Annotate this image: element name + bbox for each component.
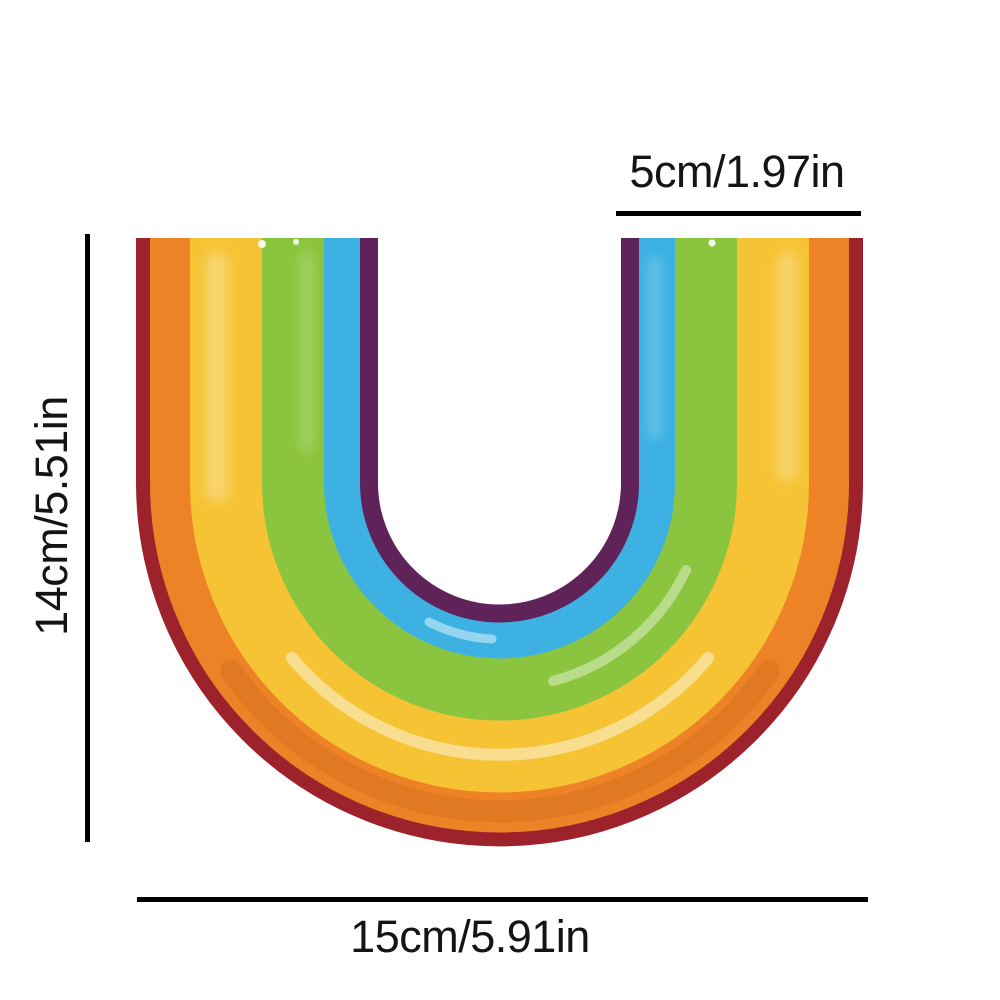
rim-speck-3: [708, 239, 716, 247]
gloss-arc-green: [548, 565, 691, 686]
bottom-shadow-arc: [220, 660, 780, 823]
gloss-arc-yellow: [286, 652, 714, 761]
vase-band-purple: [360, 238, 639, 623]
vase-band-orange: [150, 238, 849, 833]
dimension-label-bottom-width: 15cm/5.91in: [350, 911, 590, 962]
gloss-streak-left-yellow: [205, 252, 229, 502]
rim-speck-2: [293, 239, 299, 245]
vase-band-blue: [324, 238, 675, 659]
gloss-streak-right-blue: [648, 258, 661, 438]
dimension-line-height: [85, 234, 90, 842]
vase-band-yellow: [190, 238, 809, 793]
rim-speck-1: [258, 240, 266, 248]
gloss-streak-left-green: [300, 252, 314, 452]
dimension-label-top-width: 5cm/1.97in: [629, 146, 845, 197]
gloss-streak-right-yellow: [776, 252, 798, 482]
gloss-arc-blue: [424, 617, 497, 644]
vase-bands: [136, 238, 863, 847]
dimension-line-bottom-width: [137, 897, 868, 902]
vase-shading: [205, 239, 798, 823]
vase-band-green: [262, 238, 737, 721]
vase-band-red: [136, 238, 863, 847]
dimension-label-height: 14cm/5.51in: [26, 396, 77, 636]
dimension-line-top-width: [616, 211, 861, 216]
